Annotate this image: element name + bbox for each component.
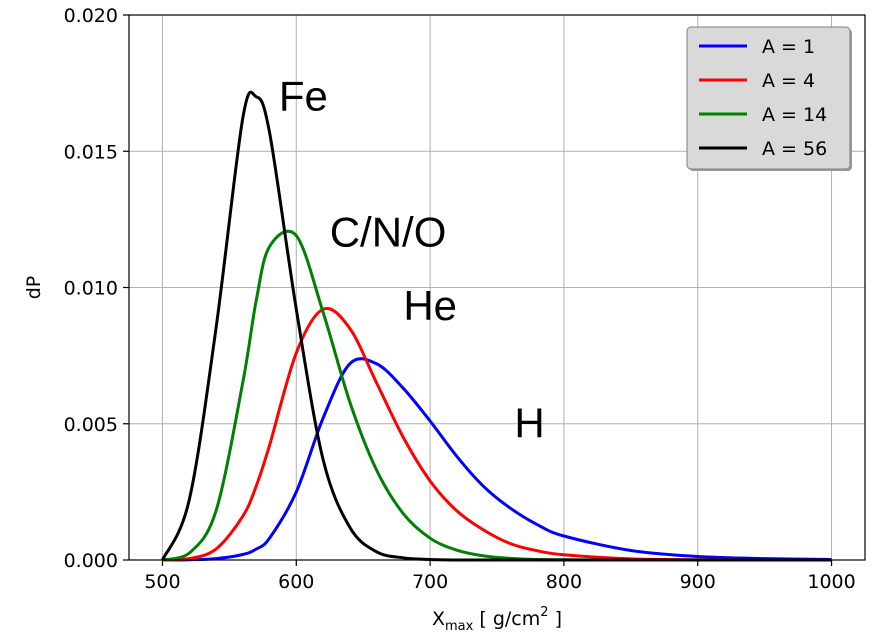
x-tick-label: 900	[680, 571, 716, 593]
x-axis-label-sub: max	[445, 619, 474, 634]
y-tick-label: 0.015	[64, 141, 118, 163]
x-axis-label-sup: 2	[540, 605, 548, 620]
x-axis-label-unit: [ g/cm	[473, 608, 540, 630]
x-tick-label: 1000	[807, 571, 855, 593]
y-axis-label: dP	[23, 276, 45, 300]
annotation-label: Fe	[279, 72, 328, 119]
legend-label: A = 14	[762, 104, 827, 126]
ticks: 500 600 700 800 900 1000 0.000 0.005 0.010 0.015 0…	[64, 5, 856, 593]
x-axis-label: Xmax [ g/cm2 ]	[432, 605, 562, 634]
legend-label: A = 4	[762, 70, 815, 92]
y-tick-label: 0.005	[64, 414, 118, 436]
x-tick-label: 600	[278, 571, 314, 593]
annotation-label: He	[403, 282, 457, 329]
annotation-label: H	[514, 399, 544, 446]
x-axis-label-main: X	[432, 608, 445, 630]
legend-box	[686, 26, 851, 170]
y-tick-label: 0.000	[64, 550, 118, 572]
legend: A = 1 A = 4 A = 14 A = 56	[686, 26, 852, 171]
series-line	[162, 357, 832, 562]
x-tick-label: 800	[546, 571, 582, 593]
y-tick-label: 0.010	[64, 278, 118, 300]
annotations: Fe C/N/O He H	[279, 72, 545, 446]
x-tick-label: 700	[412, 571, 448, 593]
y-tick-label: 0.020	[64, 5, 118, 27]
x-axis-label-close: ]	[549, 608, 562, 630]
legend-label: A = 1	[762, 36, 815, 58]
x-tick-label: 500	[144, 571, 180, 593]
legend-label: A = 56	[762, 138, 827, 160]
annotation-label: C/N/O	[330, 209, 447, 256]
